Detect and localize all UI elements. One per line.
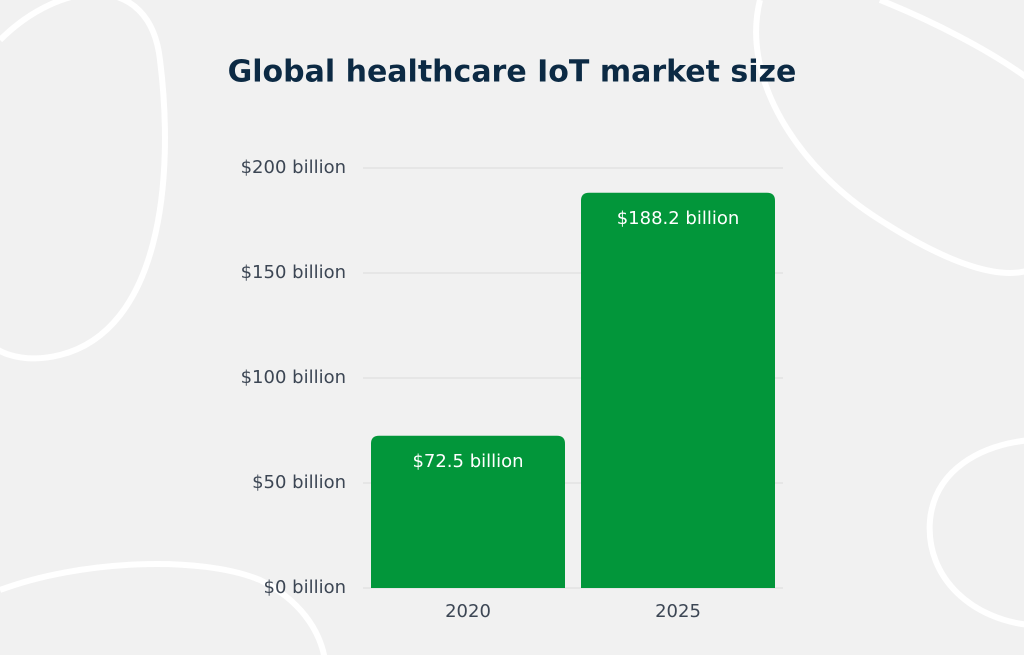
x-tick-label: 2020 <box>445 601 491 622</box>
decoration <box>0 0 168 362</box>
data-label: $72.5 billion <box>412 451 523 472</box>
decoration <box>926 437 1024 628</box>
chart-title: Global healthcare IoT market size <box>228 55 797 90</box>
decoration <box>0 561 328 655</box>
y-tick-label: $50 billion <box>252 472 346 493</box>
bar <box>581 192 775 588</box>
y-tick-label: $150 billion <box>241 262 346 283</box>
decoration <box>878 0 1024 80</box>
data-label: $188.2 billion <box>617 208 740 229</box>
x-tick-label: 2025 <box>655 601 701 622</box>
decoration <box>753 0 1024 276</box>
bar <box>371 435 565 588</box>
y-tick-label: $100 billion <box>241 367 346 388</box>
y-tick-label: $200 billion <box>241 157 346 178</box>
y-tick-label: $0 billion <box>264 577 346 598</box>
